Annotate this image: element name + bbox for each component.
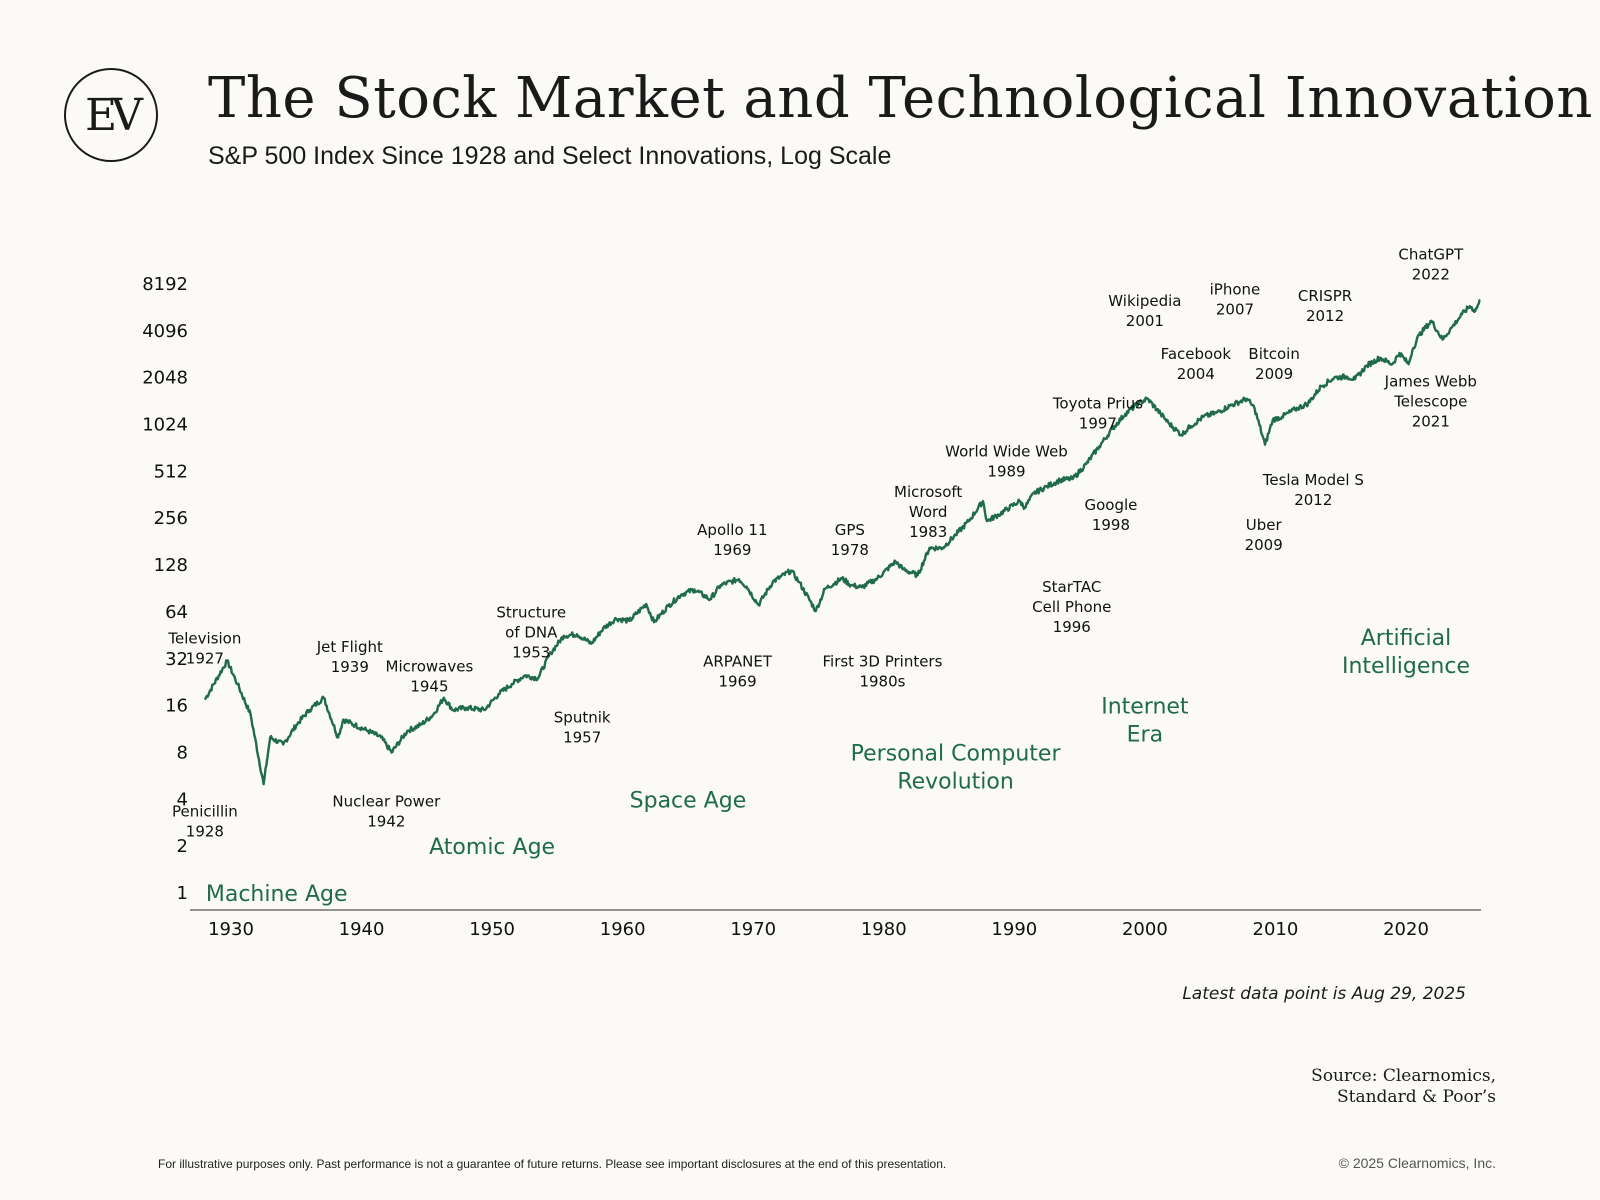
innovation-annotation: Nuclear Power 1942 bbox=[332, 792, 441, 830]
innovation-annotation: Television 1927 bbox=[167, 630, 241, 668]
y-tick-label: 2 bbox=[177, 836, 188, 857]
y-tick-label: 2048 bbox=[142, 368, 188, 389]
era-label: Personal Computer Revolution bbox=[851, 741, 1062, 794]
x-tick-label: 1980 bbox=[861, 919, 907, 940]
innovation-annotation: Tesla Model S 2012 bbox=[1262, 471, 1364, 509]
copyright: © 2025 Clearnomics, Inc. bbox=[1338, 1155, 1496, 1171]
innovation-annotation: CRISPR 2012 bbox=[1298, 287, 1352, 325]
x-tick-label: 2000 bbox=[1122, 919, 1168, 940]
disclaimer: For illustrative purposes only. Past per… bbox=[158, 1157, 947, 1171]
innovation-annotation: James Webb Telescope 2021 bbox=[1384, 372, 1477, 430]
y-tick-label: 4 bbox=[177, 789, 188, 810]
innovation-annotation: Facebook 2004 bbox=[1161, 345, 1232, 383]
x-tick-label: 2010 bbox=[1253, 919, 1299, 940]
y-tick-label: 4096 bbox=[142, 321, 188, 342]
sp500-series-line bbox=[203, 299, 1481, 786]
innovation-annotation: Toyota Prius 1997 bbox=[1052, 394, 1143, 432]
era-label: Space Age bbox=[630, 788, 747, 813]
source-note: Source: Clearnomics, Standard & Poor’s bbox=[1311, 1066, 1496, 1108]
innovation-annotation: Wikipedia 2001 bbox=[1108, 292, 1181, 330]
x-tick-label: 1960 bbox=[600, 919, 646, 940]
x-tick-label: 1930 bbox=[208, 919, 254, 940]
innovation-annotation: Structure of DNA 1953 bbox=[496, 603, 566, 661]
page-subtitle: S&P 500 Index Since 1928 and Select Inno… bbox=[208, 142, 892, 170]
innovation-annotation: Google 1998 bbox=[1084, 496, 1137, 534]
y-tick-label: 32 bbox=[165, 649, 188, 670]
logo-text: EV bbox=[85, 89, 143, 141]
innovation-annotation: World Wide Web 1989 bbox=[945, 442, 1068, 480]
x-tick-label: 1950 bbox=[469, 919, 515, 940]
innovation-annotation: Apollo 11 1969 bbox=[697, 521, 767, 559]
y-tick-label: 1 bbox=[177, 883, 188, 904]
y-tick-label: 64 bbox=[165, 602, 188, 623]
innovation-annotation: Penicillin 1928 bbox=[172, 803, 238, 841]
x-tick-label: 1940 bbox=[339, 919, 385, 940]
innovation-annotation: StarTAC Cell Phone 1996 bbox=[1032, 578, 1111, 636]
innovation-annotation: First 3D Printers 1980s bbox=[823, 653, 943, 691]
latest-data-note: Latest data point is Aug 29, 2025 bbox=[1182, 984, 1466, 1004]
y-tick-label: 128 bbox=[154, 555, 188, 576]
source-line-1: Source: Clearnomics, bbox=[1311, 1066, 1496, 1086]
innovation-annotation: Sputnik 1957 bbox=[554, 708, 611, 746]
innovation-annotation: ARPANET 1969 bbox=[703, 653, 773, 691]
innovation-annotation: Jet Flight 1939 bbox=[316, 638, 383, 676]
era-label: Artificial Intelligence bbox=[1342, 626, 1470, 679]
innovation-annotation: Microwaves 1945 bbox=[386, 658, 474, 696]
ev-logo: EV bbox=[64, 68, 158, 162]
y-tick-label: 512 bbox=[154, 461, 188, 482]
x-tick-label: 1970 bbox=[730, 919, 776, 940]
y-tick-label: 256 bbox=[154, 508, 188, 529]
y-tick-label: 1024 bbox=[142, 415, 188, 436]
y-tick-label: 8 bbox=[177, 742, 188, 763]
era-label: Atomic Age bbox=[429, 835, 555, 860]
innovation-annotation: Microsoft Word 1983 bbox=[894, 483, 962, 541]
innovation-annotation: Uber 2009 bbox=[1245, 516, 1283, 554]
innovation-annotation: ChatGPT 2022 bbox=[1398, 245, 1464, 283]
innovation-annotation: Bitcoin 2009 bbox=[1248, 345, 1299, 383]
innovation-annotation: GPS 1978 bbox=[831, 521, 869, 559]
y-tick-label: 8192 bbox=[142, 274, 188, 295]
innovation-annotation: iPhone 2007 bbox=[1210, 281, 1261, 319]
era-label: Machine Age bbox=[206, 882, 348, 907]
source-line-2: Standard & Poor’s bbox=[1336, 1087, 1496, 1107]
x-tick-label: 2020 bbox=[1383, 919, 1429, 940]
y-tick-label: 16 bbox=[165, 696, 188, 717]
era-label: Internet Era bbox=[1101, 695, 1189, 748]
page-title: The Stock Market and Technological Innov… bbox=[208, 66, 1593, 131]
x-tick-label: 1990 bbox=[991, 919, 1037, 940]
